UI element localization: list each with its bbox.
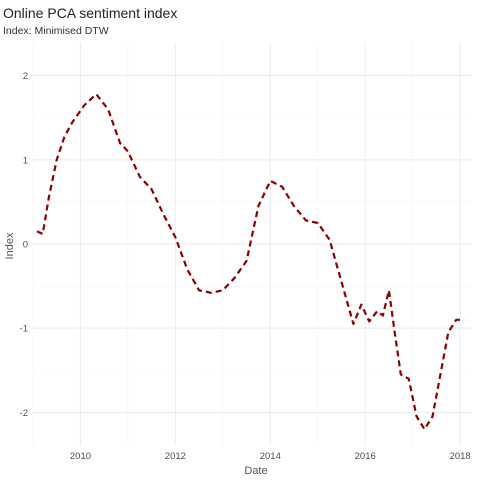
y-axis-title: Index bbox=[4, 232, 16, 259]
x-axis-title: Date bbox=[244, 465, 267, 477]
chart-subtitle: Index: Minimised DTW bbox=[3, 25, 109, 37]
x-tick-label: 2014 bbox=[260, 451, 281, 462]
y-tick-label: -2 bbox=[20, 408, 28, 419]
grid bbox=[32, 42, 472, 446]
y-tick-label: 2 bbox=[23, 71, 28, 82]
x-tick-label: 2010 bbox=[70, 451, 91, 462]
x-tick-label: 2018 bbox=[450, 451, 471, 462]
x-tick-label: 2016 bbox=[355, 451, 376, 462]
chart-title: Online PCA sentiment index bbox=[3, 5, 177, 21]
series-line bbox=[36, 93, 465, 431]
y-tick-label: -1 bbox=[20, 324, 28, 335]
x-tick-labels: 2010 2012 2014 2016 2018 bbox=[70, 451, 471, 462]
series-group bbox=[36, 93, 465, 431]
x-tick-label: 2012 bbox=[165, 451, 186, 462]
y-tick-label: 0 bbox=[23, 240, 28, 251]
y-tick-label: 1 bbox=[23, 155, 28, 166]
y-tick-labels: -2 -1 0 1 2 bbox=[20, 71, 28, 419]
